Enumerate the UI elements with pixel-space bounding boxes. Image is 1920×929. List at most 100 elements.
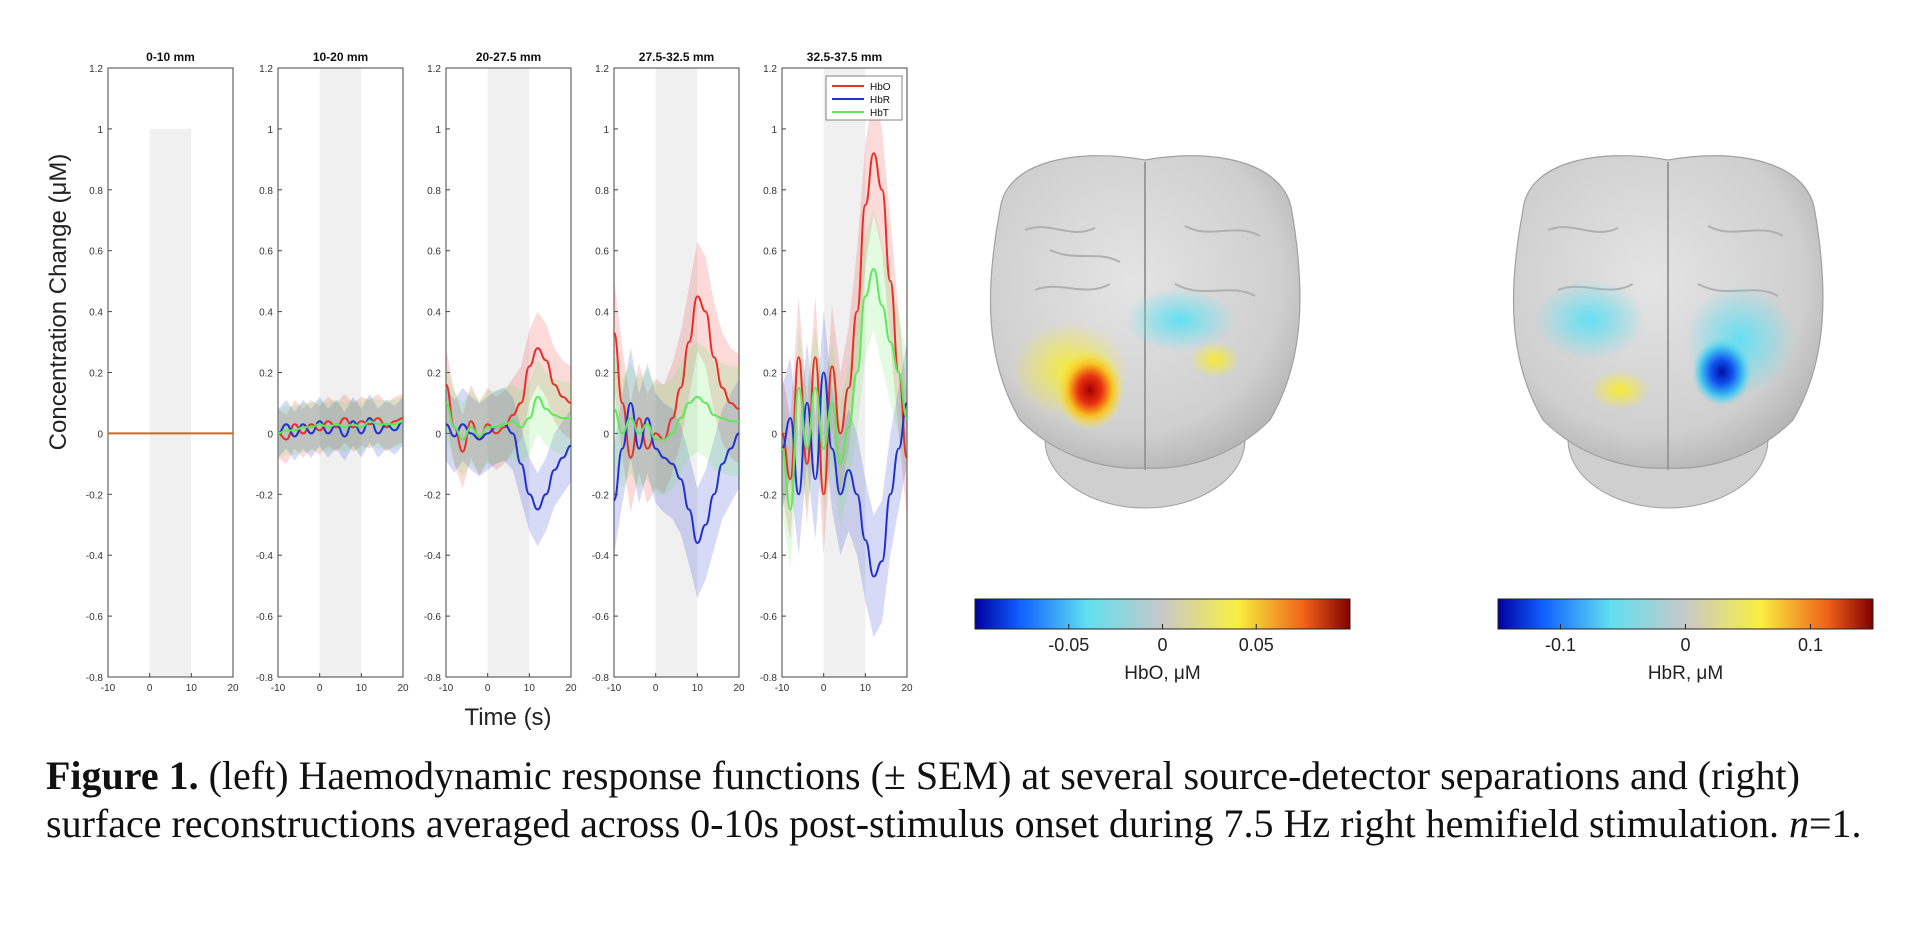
y-tick-label: -0.6 [256,612,274,623]
caption-text: (left) Haemodynamic response functions (… [46,753,1800,846]
caption-n: n [1788,801,1809,846]
y-tick-label: -0.2 [424,490,442,501]
x-tick-label: -10 [101,683,116,694]
hrf-panel: 27.5-32.5 mm 1.2 1 0.8 0.6 0.4 0.2 0 -0.2 -0.4 -0.… [592,50,745,694]
series-line-hbt [277,420,404,435]
x-tick-label: 0 [147,683,153,694]
stimulus-window [149,128,192,677]
y-tick-label: -0.4 [256,551,274,562]
x-tick-label: 20 [227,683,239,694]
y-tick-label: -0.8 [86,673,104,684]
y-tick-label: 0 [97,429,103,440]
y-tick-label: -0.6 [86,612,104,623]
y-tick-label: -0.8 [760,673,778,684]
colorbars: -0.05 0 0.05 HbO, μM -0.1 0 0.1 HbR, μM [974,598,1874,684]
x-tick-label: 0 [821,683,827,694]
x-tick-label: 10 [860,683,872,694]
x-tick-label: 0 [653,683,659,694]
sem-band-hbt [278,396,403,458]
y-tick-label: 1 [97,125,103,136]
sem-band-hbt [446,360,571,477]
y-tick-label: -0.2 [86,490,104,501]
x-axis-label: Time (s) [464,704,551,731]
hrf-panel: 0-10 mm 1.2 1 0.8 0.6 0.4 0.2 0 -0.2 -0.4 -0.6 -0.8… [86,50,239,694]
sem-band-hbr [278,393,403,461]
y-tick-label: 0.4 [259,308,273,319]
sem-band-hbr [782,311,907,638]
y-tick-label: 0 [435,429,441,440]
y-tick-label: 0.6 [427,247,441,258]
y-tick-label: -0.8 [424,673,442,684]
x-tick-label: -10 [607,683,622,694]
series-line-hbt [781,267,908,511]
y-tick-label: 0.6 [595,247,609,258]
y-tick-label: -0.2 [592,490,610,501]
y-tick-label: -0.4 [592,551,610,562]
caption-label: Figure 1. [46,753,199,798]
sem-band-hbo [446,311,571,489]
y-tick-label: 0.2 [763,369,777,380]
hrf-panel: 20-27.5 mm 1.2 1 0.8 0.6 0.4 0.2 0 -0.2 -0.4 -0.6 -… [424,50,577,694]
panel-title: 20-27.5 mm [476,50,541,64]
y-tick-label: 1.2 [259,64,273,75]
x-tick-label: 10 [524,683,536,694]
colorbar-label: HbO, μM [1124,663,1200,684]
legend-label-hbt: HbT [870,108,889,119]
x-tick-label: 0 [485,683,491,694]
series-line-hbr [445,423,572,511]
x-tick-label: 20 [565,683,577,694]
y-tick-label: 1 [267,125,273,136]
y-tick-label: 1.2 [89,64,103,75]
y-tick-label: 0.8 [259,186,273,197]
y-tick-label: 0.8 [89,186,103,197]
colorbar-tick-label: -0.1 [1545,635,1576,655]
colorbar-tick-label: -0.05 [1048,635,1089,655]
x-tick-label: 20 [397,683,409,694]
sem-band-hbt [614,342,739,495]
colorbar-tick-label: 0.05 [1239,635,1274,655]
y-tick-label: 0.2 [595,369,609,380]
x-tick-label: 10 [356,683,368,694]
sem-band-hbo [782,92,907,556]
stimulus-window [655,68,698,677]
y-tick-label: 0.8 [595,186,609,197]
panel-title: 32.5-37.5 mm [807,50,882,64]
series-line-hbo [445,347,572,453]
x-tick-label: -10 [775,683,790,694]
y-tick-label: 0.6 [89,247,103,258]
colorbar: -0.1 0 0.1 HbR, μM [1497,598,1874,684]
colorbar-tick-label: 0 [1157,635,1167,655]
series-line-hbo [613,295,740,459]
y-tick-label: 0.4 [427,308,441,319]
y-tick-label: -0.6 [760,612,778,623]
y-tick-label: -0.4 [424,551,442,562]
y-tick-label: 1 [603,125,609,136]
y-tick-label: 1.2 [763,64,777,75]
series-line-hbt [613,395,739,441]
brain-hbr-map [1512,155,1824,509]
caption-n-value: =1. [1808,801,1862,846]
panel-title: 0-10 mm [146,50,195,64]
y-tick-label: -0.2 [256,490,274,501]
stimulus-window [319,68,362,677]
y-tick-label: -0.8 [256,673,274,684]
series-line-hbr [277,417,404,438]
y-tick-label: 0.6 [259,247,273,258]
y-tick-label: 1.2 [595,64,609,75]
y-tick-label: 0.6 [763,247,777,258]
y-tick-label: 0 [771,429,777,440]
y-tick-label: -0.4 [760,551,778,562]
panel-title: 10-20 mm [313,50,368,64]
y-tick-label: 1.2 [427,64,441,75]
y-tick-label: -0.6 [592,612,610,623]
colorbar-label: HbR, μM [1648,663,1723,684]
x-tick-label: 20 [733,683,745,694]
y-axis-label: Concentration Change (μM) [45,154,72,451]
y-tick-label: -0.6 [424,612,442,623]
y-tick-label: 0.4 [595,308,609,319]
x-tick-label: -10 [271,683,286,694]
y-tick-label: 0.2 [427,369,441,380]
x-tick-label: 20 [901,683,913,694]
y-tick-label: -0.8 [592,673,610,684]
